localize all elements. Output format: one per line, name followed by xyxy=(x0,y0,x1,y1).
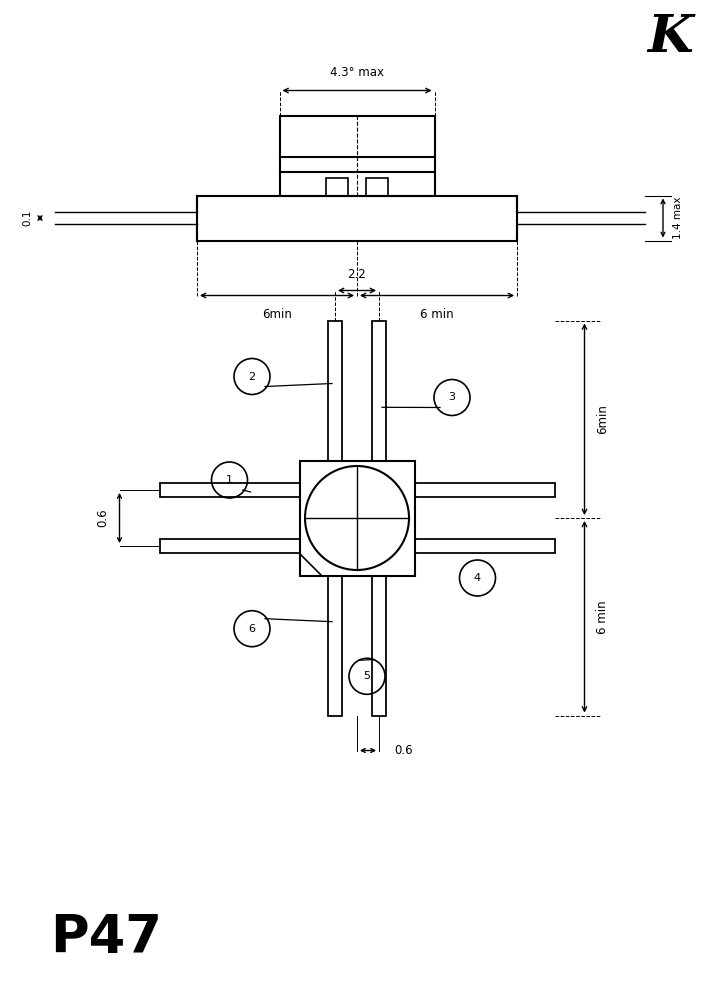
Text: 6 min: 6 min xyxy=(420,307,454,321)
Text: 2: 2 xyxy=(248,372,256,381)
Text: 4: 4 xyxy=(474,573,481,583)
Bar xyxy=(159,539,299,553)
Bar xyxy=(159,483,299,497)
Bar xyxy=(197,196,517,241)
Text: P47: P47 xyxy=(50,912,162,964)
Bar xyxy=(328,321,342,461)
Bar xyxy=(366,177,388,196)
Text: 4.3° max: 4.3° max xyxy=(330,66,384,79)
Text: 1: 1 xyxy=(226,475,233,485)
Text: 3: 3 xyxy=(448,392,456,402)
Bar xyxy=(372,321,386,461)
Text: 0.6: 0.6 xyxy=(96,509,109,527)
Bar xyxy=(372,576,386,716)
Text: 6min: 6min xyxy=(262,307,292,321)
Bar xyxy=(415,539,555,553)
Bar xyxy=(328,576,342,716)
Text: 6 min: 6 min xyxy=(596,600,610,634)
Text: 1.4 max: 1.4 max xyxy=(673,197,683,239)
Text: 2.2: 2.2 xyxy=(348,267,366,280)
Text: 0.1: 0.1 xyxy=(22,210,32,226)
Bar xyxy=(415,483,555,497)
Text: 6: 6 xyxy=(248,624,256,634)
Bar xyxy=(299,461,415,576)
Text: 6min: 6min xyxy=(596,404,610,434)
Bar xyxy=(279,116,435,196)
Text: 0.6: 0.6 xyxy=(394,744,413,757)
Text: K: K xyxy=(647,12,693,64)
Text: 5: 5 xyxy=(363,671,371,681)
Bar xyxy=(326,177,348,196)
